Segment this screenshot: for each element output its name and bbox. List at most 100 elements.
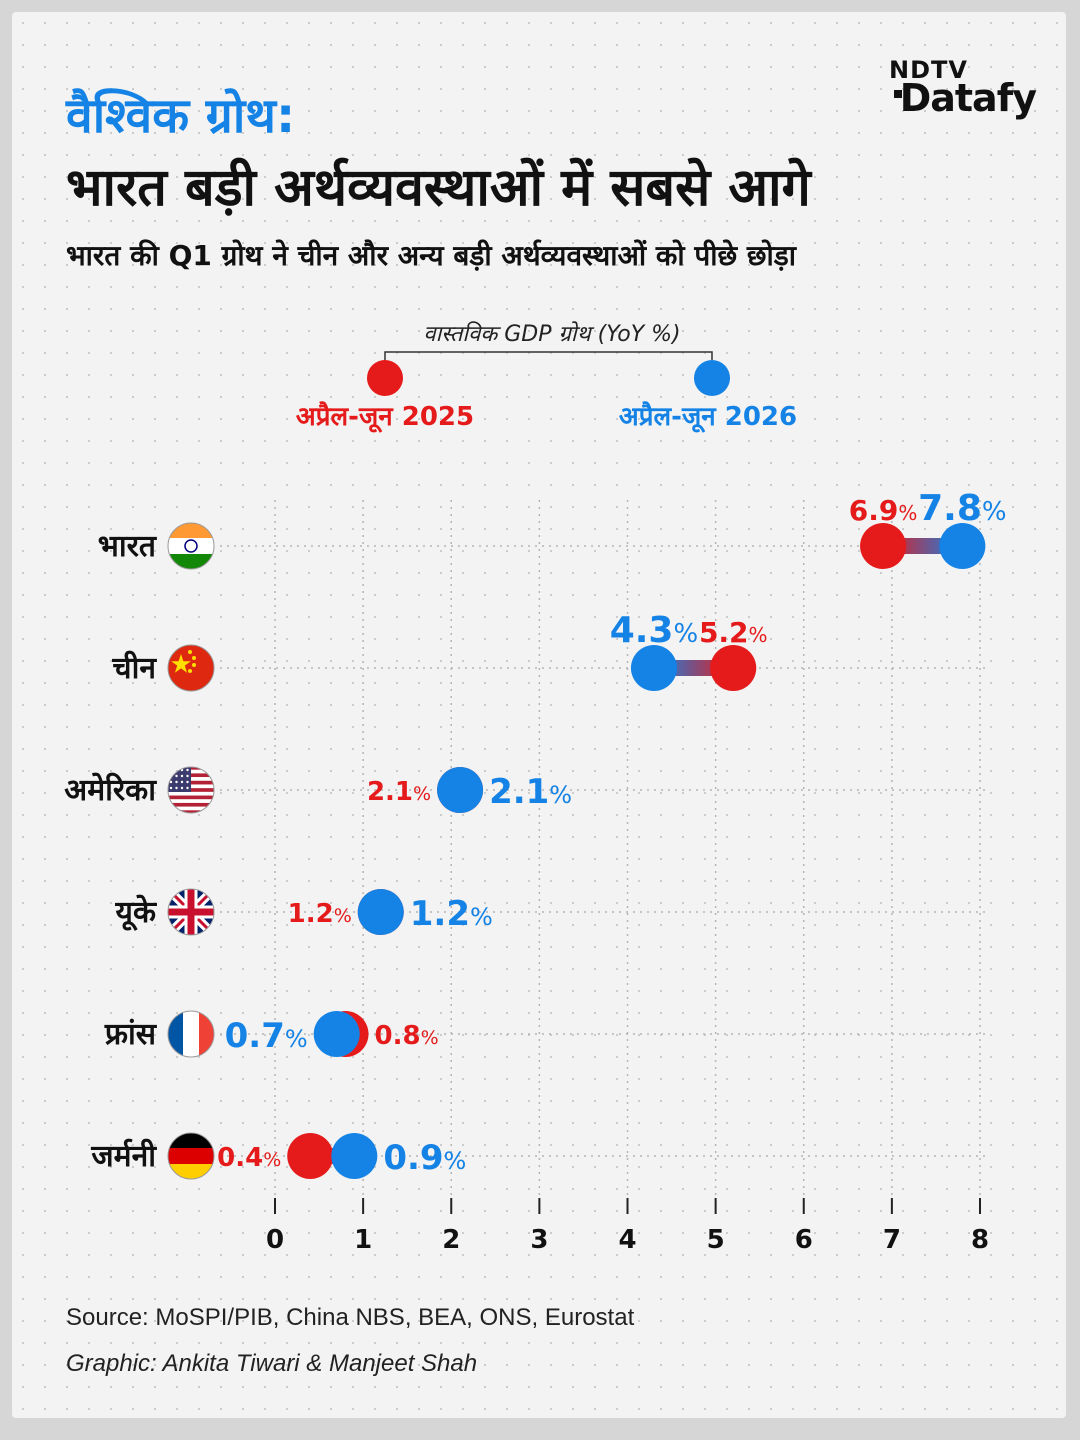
x-tick-label: 7	[883, 1225, 901, 1255]
flag-star	[175, 768, 178, 772]
value-label-2025: 5.2%	[699, 616, 768, 649]
flag-rim	[167, 888, 215, 936]
subtitle: भारत की Q1 ग्रोथ ने चीन और अन्य बड़ी अर्…	[66, 239, 797, 272]
x-tick-label: 8	[971, 1225, 989, 1255]
legend-dot-2025	[367, 360, 403, 396]
flag-star	[180, 774, 184, 778]
legend-label-2026: अप्रैल-जून 2026	[619, 401, 797, 433]
value-label-2026-unit: %	[470, 903, 493, 931]
value-label-2025-unit: %	[898, 501, 917, 525]
country-label: जर्मनी	[90, 1138, 157, 1174]
dot-2025	[860, 523, 907, 569]
flag-star	[180, 786, 184, 790]
logo-ndtv-text: NDTV	[889, 56, 968, 84]
title-line-1: वैश्विक ग्रोथ:	[66, 88, 296, 144]
x-tick-label: 2	[442, 1225, 460, 1255]
value-label-2026-number: 2.1	[489, 772, 549, 812]
chart-row: भारत 6.9% 7.8%	[98, 488, 1007, 570]
value-label-2026: 4.3%	[610, 610, 699, 651]
value-label-2026-unit: %	[285, 1025, 308, 1053]
value-label-2025-number: 6.9	[849, 494, 899, 527]
chart-row: यूके 1.2% 1.2%	[115, 888, 493, 936]
chart-row: चीन5.2%4.3%	[112, 610, 768, 692]
ndtv-datafy-logo: NDTV Datafy	[884, 56, 1064, 130]
chart-rows: भारत6.9% 7.8%चीन5.2%4.3%अमेरिका 2.1% 2.1%यू…	[64, 488, 1007, 1180]
dot-2025	[710, 645, 757, 691]
value-label-2026-unit: %	[444, 1147, 467, 1175]
value-label-2026-number: 1.2	[410, 894, 470, 934]
chart-grid	[220, 500, 990, 1196]
value-label-2026-number: 4.3	[610, 610, 674, 651]
graphic-credit: Graphic: Ankita Tiwari & Manjeet Shah	[66, 1350, 478, 1377]
value-label-2026-number: 0.9	[383, 1138, 443, 1178]
flag-band	[168, 1148, 214, 1164]
flag-star	[175, 786, 178, 790]
x-tick-label: 6	[795, 1225, 813, 1255]
value-label-2026-unit: %	[673, 619, 698, 649]
value-label-2025: 6.9%	[849, 494, 918, 527]
chart-legend: वास्तविक GDP ग्रोथ (YoY %) अप्रैल-जून 20…	[296, 321, 797, 433]
x-tick-label: 1	[354, 1225, 372, 1255]
infographic-card: NDTV Datafy	[12, 12, 1066, 1418]
flag-cross	[168, 889, 214, 935]
uk-flag	[167, 888, 215, 936]
flag-art	[168, 1133, 214, 1179]
source-note: Source: MoSPI/PIB, China NBS, BEA, ONS, …	[66, 1304, 635, 1331]
dot-2025	[287, 1133, 334, 1179]
flag-band	[168, 1011, 183, 1057]
flag-art	[168, 889, 214, 935]
flag-band	[168, 538, 214, 554]
usa-flag	[167, 766, 215, 814]
x-tick-label: 5	[707, 1225, 725, 1255]
flag-stripe	[168, 791, 214, 796]
x-tick-label: 0	[266, 1225, 284, 1255]
value-label-2025-number: 2.1	[367, 777, 413, 807]
flag-star	[186, 786, 189, 790]
value-label-2026: 7.8%	[918, 488, 1007, 529]
flag-art	[168, 767, 214, 813]
flag-rim	[167, 766, 215, 814]
flag-rim	[167, 1010, 215, 1058]
flag-stripe	[168, 810, 214, 813]
value-label-2025-unit: %	[334, 905, 352, 927]
flag-band	[168, 1133, 214, 1148]
legend-bracket	[384, 351, 713, 366]
flag-art	[168, 645, 214, 691]
x-tick-label: 3	[530, 1225, 548, 1255]
value-label-2025-unit: %	[421, 1027, 439, 1049]
flag-band	[168, 1164, 214, 1179]
value-label-2026: 0.9%	[383, 1138, 466, 1178]
chart-row: फ्रांस 0.7% 0.8%	[104, 1010, 439, 1058]
value-label-2026-number: 0.7	[225, 1016, 285, 1056]
value-label-2025-number: 0.8	[375, 1021, 421, 1051]
value-label-2026: 0.7%	[225, 1016, 308, 1056]
flag-stripe	[168, 802, 214, 807]
value-label-2025-unit: %	[413, 783, 431, 805]
flag-star	[186, 774, 189, 778]
value-label-2025-number: 0.4	[217, 1143, 263, 1173]
value-label-2025-unit: %	[749, 623, 768, 647]
value-label-2026-unit: %	[549, 781, 572, 809]
value-label-2026: 2.1%	[489, 772, 572, 812]
flag-rim	[167, 1132, 215, 1180]
flag-star	[169, 786, 173, 790]
title-line-2: भारत बड़ी अर्थव्यवस्थाओं में सबसे आगे	[66, 158, 811, 218]
value-label-2025-number: 5.2	[699, 616, 749, 649]
logo-dot-icon	[894, 90, 902, 98]
chart-row: जर्मनी 0.4% 0.9%	[90, 1132, 466, 1180]
dot-2026	[939, 523, 986, 569]
germany-flag	[167, 1132, 215, 1180]
value-label-2026: 1.2%	[410, 894, 493, 934]
flag-stripe	[168, 799, 214, 804]
flag-star	[186, 780, 189, 784]
country-label: भारत	[98, 529, 158, 564]
flag-star	[175, 774, 178, 778]
flag-star	[188, 650, 192, 654]
legend-title: वास्तविक GDP ग्रोथ (YoY %)	[423, 321, 680, 347]
flag-star	[175, 780, 178, 784]
value-label-2025-unit: %	[263, 1149, 281, 1171]
legend-label-2025: अप्रैल-जून 2025	[296, 401, 474, 433]
flag-star	[180, 780, 184, 784]
value-label-2026-unit: %	[982, 497, 1007, 527]
